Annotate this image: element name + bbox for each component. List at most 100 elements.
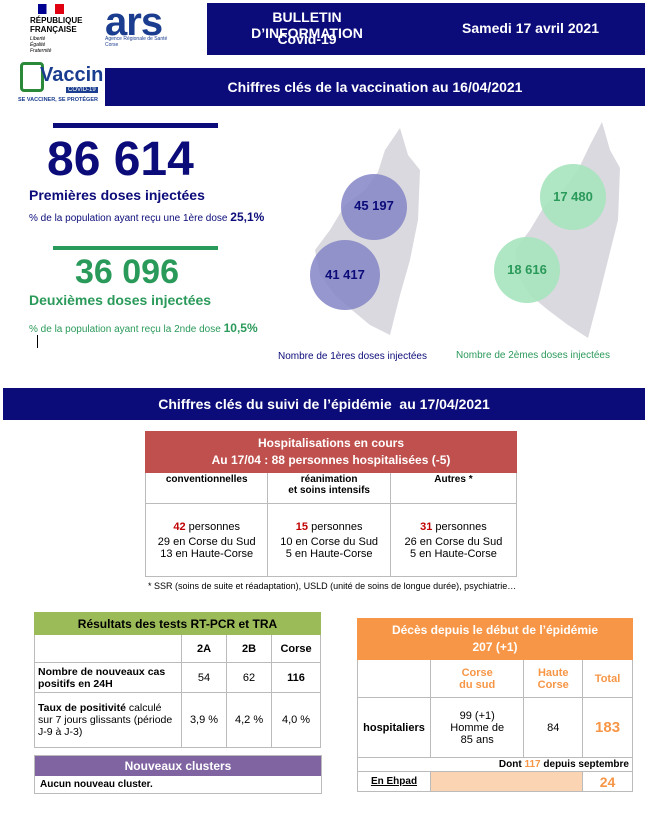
column-row: 2A 2B Corse [34, 634, 321, 663]
bulletin-date: Samedi 17 avril 2021 [462, 20, 599, 36]
map-value: 17 480 [553, 189, 593, 204]
second-pct: % de la population ayant reçu la 2nde do… [29, 321, 258, 335]
map-caption: Nombre de 2èmes doses injectées [456, 350, 610, 361]
cell-line: 5 en Haute-Corse [285, 547, 373, 560]
map-value: 18 616 [507, 262, 547, 277]
pct-value: 25,1% [230, 210, 265, 224]
check-box [20, 62, 44, 92]
total-cell: 183 [582, 697, 633, 758]
empty-cell [34, 634, 182, 663]
map-value: 45 197 [354, 198, 394, 213]
column-header: Corse [271, 634, 321, 663]
cell: 42 personnes 29 en Corse du Sud 13 en Haut… [144, 503, 269, 577]
bubble [540, 164, 606, 230]
vaccin-slogan: SE VACCINER, SE PROTÉGER [18, 97, 98, 103]
data-row: En Ehpad 24 [357, 771, 633, 792]
first-doses-label: Premières doses injectées [29, 187, 205, 203]
note-row: Dont 117 depuis septembre [357, 757, 633, 772]
ars-logo: ars [105, 0, 163, 44]
header-box: BULLETIN D’INFORMATION Covid-19 Samedi 1… [207, 3, 645, 55]
cell-count-line: 31 personnes [394, 521, 513, 533]
bulletin-title: BULLETIN D’INFORMATION [251, 9, 363, 41]
total-cell: 24 [582, 771, 633, 792]
cell: 4,0 % [271, 692, 321, 748]
footnote: * SSR (soins de suite et réadaptation), … [148, 581, 517, 591]
cell: 84 [523, 697, 584, 758]
cell: 4,2 % [226, 692, 273, 748]
column-header: 2A [180, 634, 228, 663]
unit: personnes [311, 520, 363, 533]
ars-agency: Agence Régionale de Santé Corse [105, 36, 168, 48]
column-header: conventionnelles [144, 472, 269, 504]
motto: Liberté Égalité Fraternité [30, 36, 100, 54]
cell: 54 [180, 662, 228, 693]
second-doses-label: Deuxièmes doses injectées [29, 292, 212, 308]
row-label: Taux de positivité calculé sur 7 jours g… [34, 692, 182, 748]
table-header: Hospitalisations en cours Au 17/04 : 88 p… [145, 431, 517, 473]
flag [38, 4, 64, 14]
header-cell: Résultats des tests RT-PCR et TRA [34, 612, 321, 635]
vaccin-name: Vaccin [40, 64, 104, 86]
cell: 62 [226, 662, 273, 693]
note-number: 117 [524, 759, 541, 770]
table-title: Hospitalisations en cours [257, 436, 405, 450]
pct-value: 10,5% [223, 321, 258, 335]
cell-count-line: 15 personnes [271, 521, 386, 533]
header-cell: Décès depuis le début de l’épidémie 207 (… [357, 618, 633, 660]
cell-line: 29 en Corse du Sud [157, 535, 256, 548]
data-row: Nombre de nouveaux cas positifs en 24H 54… [34, 662, 321, 693]
row-label: Nombre de nouveaux cas positifs en 24H [34, 662, 182, 693]
column-header: Corse du sud [429, 659, 525, 698]
map-caption: Nombre de 1ères doses injectées [278, 351, 427, 362]
deces-table: Décès depuis le début de l’épidémie 207 (… [357, 618, 633, 792]
column-row: Corse du sud Haute Corse Total [357, 659, 633, 698]
cell-line: 13 en Haute-Corse [160, 547, 254, 560]
cell: 15 personnes 10 en Corse du Sud 5 en Haute… [267, 503, 391, 577]
section-band: Chiffres clés du suivi de l’épidémie au … [3, 388, 645, 420]
table-header: Décès depuis le début de l’épidémie 207 (… [357, 618, 633, 660]
row-label: En Ehpad [357, 771, 431, 792]
bulletin-subtitle: Covid-19 [277, 31, 337, 47]
cursor [37, 335, 38, 348]
cell: 31 personnes 26 en Corse du Sud 5 en Haute… [389, 503, 518, 577]
data-row: 42 personnes 29 en Corse du Sud 13 en Haut… [144, 503, 518, 577]
clusters-box: Nouveaux clusters Aucun nouveau cluster. [34, 755, 322, 794]
count: 42 [173, 520, 186, 533]
table-subtitle: Au 17/04 : 88 personnes hospitalisées (-… [211, 453, 451, 467]
cell: 3,9 % [180, 692, 228, 748]
cell-count-line: 42 personnes [149, 521, 264, 533]
count: 31 [420, 520, 433, 533]
header-cell: Hospitalisations en cours Au 17/04 : 88 p… [145, 431, 517, 473]
data-row: Taux de positivité calculé sur 7 jours g… [34, 692, 321, 748]
label-bold: Taux de positivité [38, 702, 126, 714]
rule [53, 123, 218, 128]
note-text: Dont [498, 759, 522, 770]
cell-line: 26 en Corse du Sud [404, 535, 503, 548]
bubble [341, 174, 407, 240]
column-row: conventionnelles réanimation et soins in… [144, 472, 518, 504]
motto-line: Liberté [30, 36, 46, 42]
vaccin-tag: COVID-19 [66, 87, 98, 93]
bubble [494, 237, 560, 303]
first-pct: % de la population ayant reçu une 1ère d… [29, 210, 264, 224]
republique-line: RÉPUBLIQUE [30, 16, 83, 25]
clusters-text: Aucun nouveau cluster. [40, 779, 153, 790]
note-text: depuis septembre [543, 759, 629, 770]
note-cell: Dont 117 depuis septembre [357, 757, 633, 772]
pct-text: % de la population ayant reçu une 1ère d… [29, 213, 228, 224]
label-bold: Nombre de nouveaux cas positifs en 24H [38, 665, 166, 690]
cell: 99 (+1) Homme de 85 ans [429, 697, 525, 758]
data-row: hospitaliers 99 (+1) Homme de 85 ans 84 … [357, 697, 633, 758]
tests-table: Résultats des tests RT-PCR et TRA 2A 2B Co… [34, 612, 321, 748]
clusters-title: Nouveaux clusters [35, 756, 321, 776]
motto-line: Fraternité [30, 48, 52, 54]
maps [310, 122, 620, 338]
count: 15 [295, 520, 309, 533]
motto-line: Égalité [30, 42, 46, 48]
unit: personnes [435, 520, 487, 533]
column-header: Haute Corse [523, 659, 584, 698]
section-band: Chiffres clés de la vaccination au 16/04… [105, 68, 645, 106]
unit: personnes [188, 520, 241, 533]
